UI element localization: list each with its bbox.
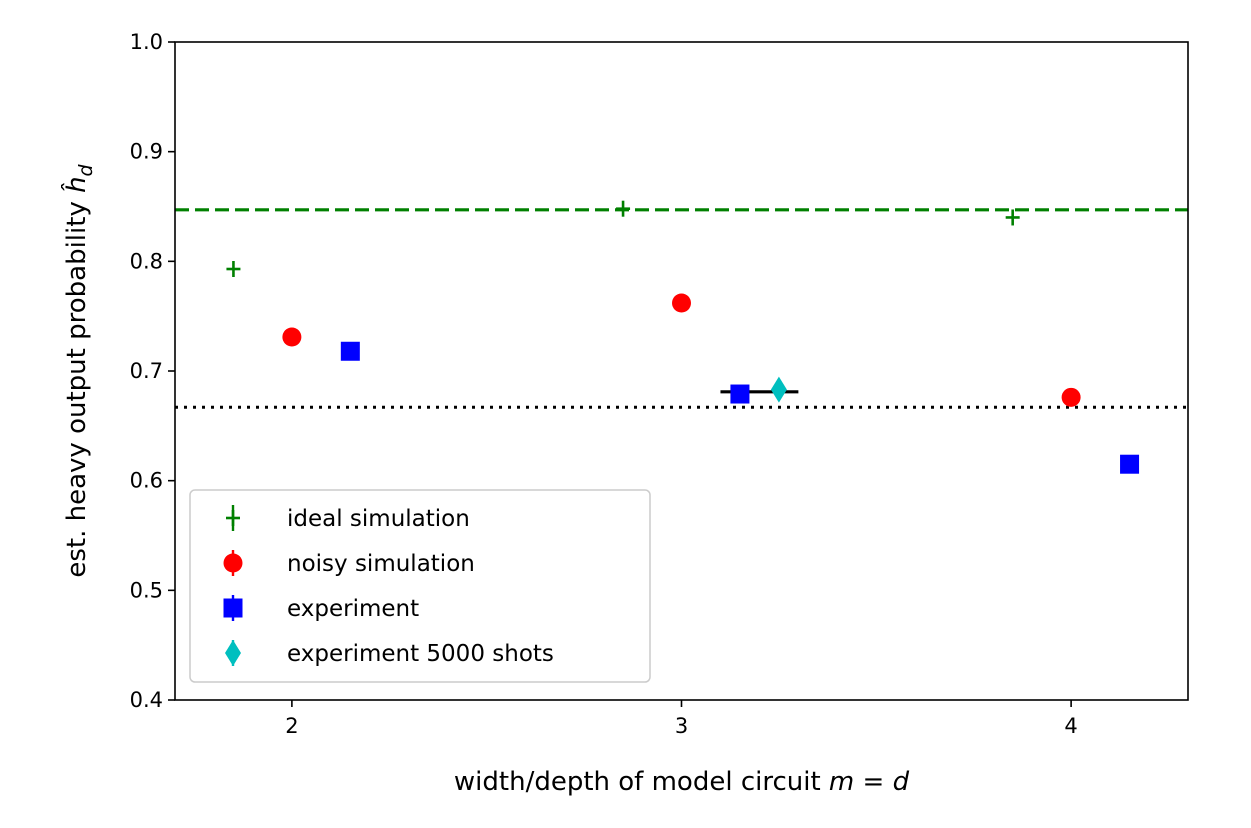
ideal-simulation-point-2 <box>616 200 631 217</box>
y-tick-label: 0.8 <box>130 249 163 273</box>
x-axis-label: width/depth of model circuit m = d <box>454 767 910 797</box>
legend: ideal simulation noisy simulation experime… <box>189 489 651 683</box>
axis-ticks: 0.4 0.5 0.6 0.7 0.8 0.9 1.0 2 3 4 <box>130 30 1189 738</box>
legend-label-experiment-5000-shots: experiment 5000 shots <box>287 641 554 667</box>
noisy-simulation-point-1 <box>282 327 302 347</box>
y-tick-label: 0.5 <box>130 578 163 602</box>
x-tick-label: 2 <box>285 714 298 738</box>
ideal-simulation-point-3 <box>1005 209 1020 226</box>
y-tick-label: 1.0 <box>130 30 163 54</box>
legend-box <box>189 489 651 683</box>
y-tick-label: 0.6 <box>130 469 163 493</box>
plot-area <box>175 200 1188 474</box>
y-tick-label: 0.7 <box>130 359 163 383</box>
y-tick-label: 0.9 <box>130 140 163 164</box>
noisy-simulation-point-2 <box>672 293 691 313</box>
legend-marker-experiment-5000-shots <box>225 640 241 666</box>
experiment-point-3 <box>1120 454 1140 474</box>
experiment-point-2 <box>730 384 750 404</box>
legend-label-noisy-simulation: noisy simulation <box>287 551 475 577</box>
legend-label-experiment: experiment <box>287 596 419 622</box>
noisy-simulation-point-3 <box>1061 387 1081 407</box>
x-tick-label: 3 <box>675 714 688 738</box>
x-tick-label: 4 <box>1064 714 1077 738</box>
legend-marker-noisy-simulation <box>223 553 243 573</box>
experiment-5000-shots-point-1 <box>770 376 787 403</box>
legend-marker-ideal-simulation <box>226 510 240 526</box>
y-axis-label: est. heavy output probability ĥd <box>60 163 97 577</box>
legend-marker-experiment <box>223 598 243 618</box>
ideal-simulation-point-1 <box>226 261 241 278</box>
legend-label-ideal-simulation: ideal simulation <box>287 506 470 532</box>
experiment-point-1 <box>340 341 360 361</box>
y-tick-label: 0.4 <box>130 688 163 712</box>
